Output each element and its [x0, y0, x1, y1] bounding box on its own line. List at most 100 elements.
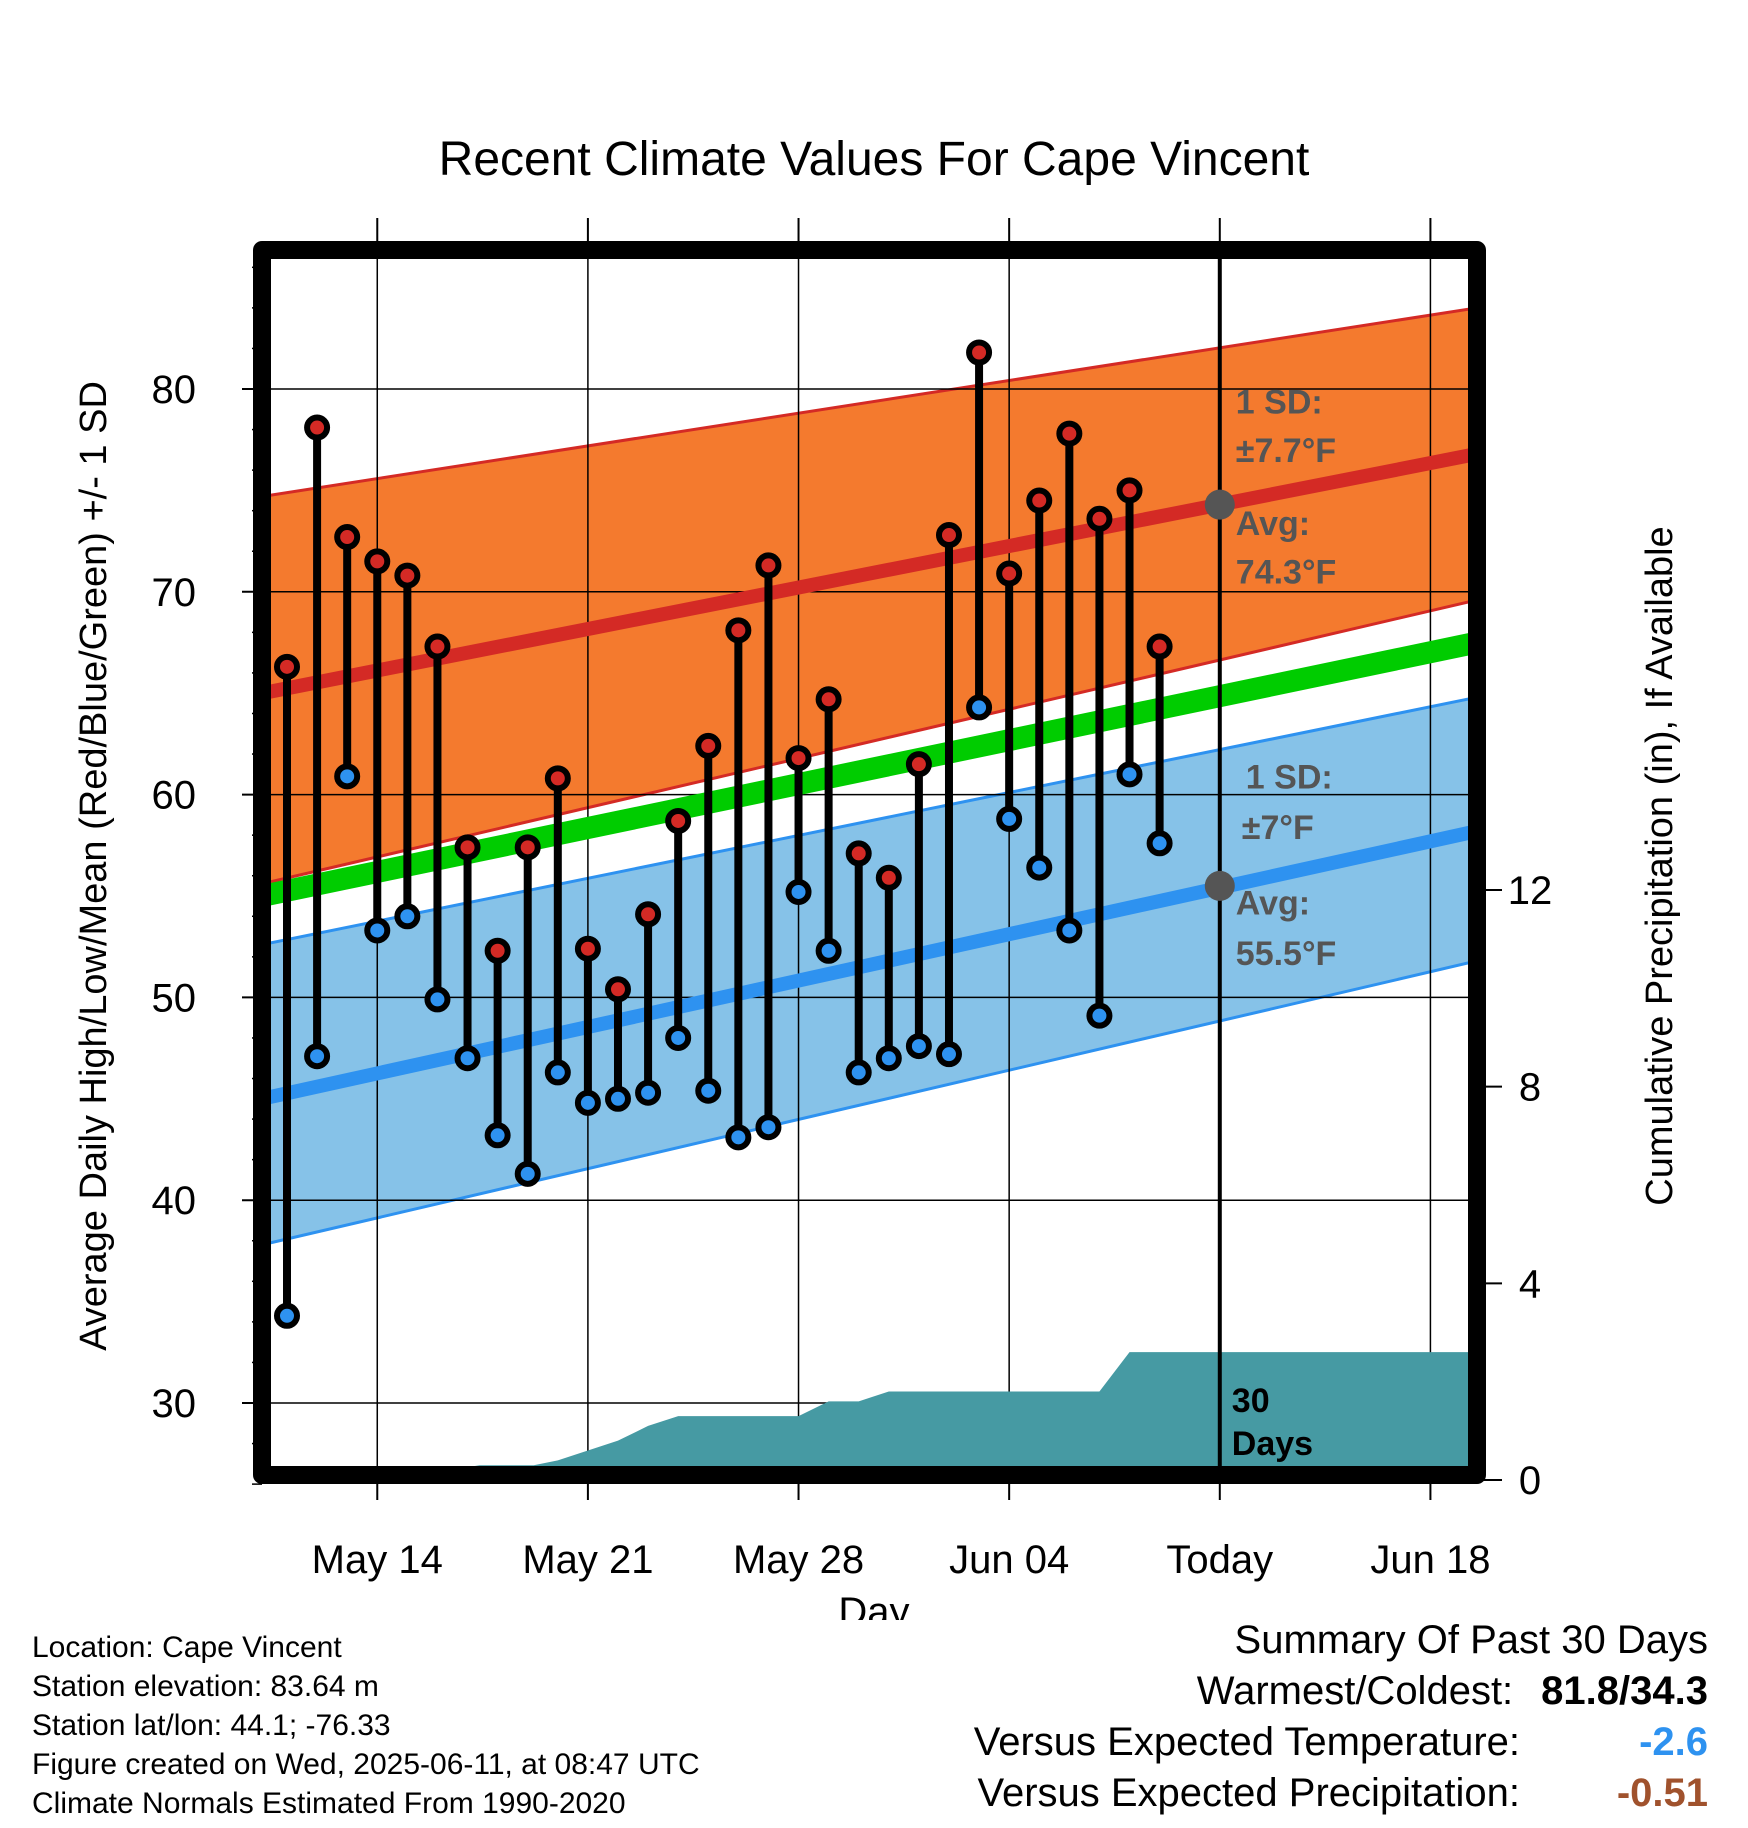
daily-low-point [484, 1122, 511, 1149]
x-tick-label: Today [1166, 1538, 1273, 1582]
figure-created: Figure created on Wed, 2025-06-11, at 08… [32, 1748, 700, 1781]
daily-high-point [544, 765, 571, 792]
high-sd-value: ±7.7°F [1236, 432, 1336, 470]
daily-low-point [815, 937, 842, 964]
y2-axis-label: Cumulative Precipitation (in), If Availa… [1639, 526, 1681, 1205]
daily-high-point [755, 552, 782, 579]
high-avg-value: 74.3°F [1236, 554, 1337, 592]
daily-high-point [304, 414, 331, 441]
daily-high-point [1026, 487, 1053, 514]
summary-panel: Summary Of Past 30 Days Warmest/Coldest:… [974, 1615, 1708, 1819]
daily-high-point [274, 653, 300, 680]
daily-low-point [574, 1089, 601, 1116]
precip-value: -0.51 [1616, 1771, 1708, 1815]
daily-low-point [966, 694, 993, 721]
x-tick-label: Jun 04 [949, 1538, 1069, 1582]
high-avg-label: Avg: [1236, 505, 1310, 543]
daily-low-point [424, 986, 451, 1013]
station-info: Location: Cape Vincent Station elevation… [32, 1628, 700, 1823]
station-latlon: Station lat/lon: 44.1; -76.33 [32, 1709, 391, 1742]
summary-warm-cold: Warmest/Coldest: 81.8/34.3 [974, 1666, 1708, 1717]
daily-high-point [604, 976, 631, 1003]
daily-low-point [544, 1059, 571, 1086]
daily-high-point [424, 633, 451, 660]
warm-cold-label: Warmest/Coldest: [1196, 1669, 1514, 1713]
daily-high-point [635, 901, 662, 928]
y-tick-label: 40 [152, 1179, 197, 1223]
avg-high-line [262, 447, 1477, 701]
summary-precipitation: Versus Expected Precipitation: -0.51 [974, 1768, 1708, 1819]
daily-high-point [574, 935, 601, 962]
y-tick-label: 30 [152, 1382, 197, 1426]
daily-high-point [725, 617, 752, 644]
daily-high-point [1086, 505, 1113, 532]
daily-low-point [665, 1024, 692, 1051]
daily-high-point [695, 732, 722, 759]
daily-low-point [1116, 761, 1143, 788]
daily-low-point [274, 1302, 300, 1329]
daily-low-point [905, 1033, 932, 1060]
daily-high-point [394, 562, 421, 589]
high-sd-label: 1 SD: [1236, 383, 1323, 421]
low-avg-label: Avg: [1236, 884, 1310, 922]
daily-low-point [725, 1124, 752, 1151]
y2-tick-label: 8 [1519, 1066, 1541, 1110]
daily-low-point [394, 903, 421, 930]
daily-high-point [875, 864, 902, 891]
y-tick-label: 50 [152, 976, 197, 1020]
daily-low-point [785, 878, 812, 905]
daily-high-point [845, 840, 872, 867]
daily-high-point [815, 686, 842, 713]
low-avg-value: 55.5°F [1236, 935, 1337, 973]
x-tick-label: May 14 [312, 1538, 443, 1582]
daily-high-point [785, 745, 812, 772]
daily-low-point [454, 1045, 481, 1072]
station-elevation: Station elevation: 83.64 m [32, 1670, 379, 1703]
daily-high-point [454, 834, 481, 861]
x-tick-label: Jun 18 [1370, 1538, 1490, 1582]
daily-low-point [334, 763, 361, 790]
daily-low-point [635, 1079, 662, 1106]
precip-area [434, 1352, 1477, 1475]
daily-low-point [755, 1114, 782, 1141]
daily-high-point [1056, 420, 1083, 447]
daily-high-point [484, 937, 511, 964]
y2-tick-label: 12 [1508, 869, 1553, 913]
today-high-normal-marker [1204, 489, 1235, 520]
climate-normals-note: Climate Normals Estimated From 1990-2020 [32, 1787, 626, 1820]
precip-label: Versus Expected Precipitation: [977, 1771, 1520, 1815]
daily-high-point [996, 560, 1023, 587]
daily-high-point [905, 751, 932, 778]
station-location: Location: Cape Vincent [32, 1631, 342, 1664]
daily-low-point [1146, 830, 1173, 857]
daily-low-point [1026, 854, 1053, 881]
y2-tick-label: 4 [1519, 1262, 1541, 1306]
y-tick-label: 60 [152, 774, 197, 818]
y-axis-label: Average Daily High/Low/Mean (Red/Blue/Gr… [73, 381, 115, 1351]
x-tick-label: May 28 [733, 1538, 864, 1582]
today-low-normal-marker [1204, 870, 1235, 901]
daily-low-point [1056, 917, 1083, 944]
daily-high-point [665, 807, 692, 834]
daily-high-point [514, 834, 541, 861]
daily-low-point [604, 1085, 631, 1112]
low-sd-label: 1 SD: [1246, 759, 1333, 797]
daily-low-point [364, 917, 391, 944]
chart-title: Recent Climate Values For Cape Vincent [439, 133, 1310, 186]
daily-low-point [996, 805, 1023, 832]
warm-cold-value: 81.8/34.3 [1541, 1669, 1708, 1713]
days-label-number: 30 [1232, 1382, 1270, 1420]
temp-value: -2.6 [1639, 1720, 1708, 1764]
daily-low-point [875, 1045, 902, 1072]
climate-chart: Recent Climate Values For Cape Vincent 1… [73, 133, 1681, 1620]
y-tick-label: 70 [152, 571, 197, 615]
daily-high-point [364, 548, 391, 575]
plot-frame [253, 241, 1486, 1484]
daily-high-point [1146, 633, 1173, 660]
plot-area: 1 SD: ±7.7°F Avg: 74.3°F 1 SD: ±7°F Avg: 55.5°F… [152, 218, 1553, 1582]
y-tick-label: 80 [152, 368, 197, 412]
daily-high-point [1116, 477, 1143, 504]
daily-low-point [935, 1041, 962, 1068]
daily-high-point [966, 339, 993, 366]
low-sd-value: ±7°F [1242, 809, 1314, 847]
